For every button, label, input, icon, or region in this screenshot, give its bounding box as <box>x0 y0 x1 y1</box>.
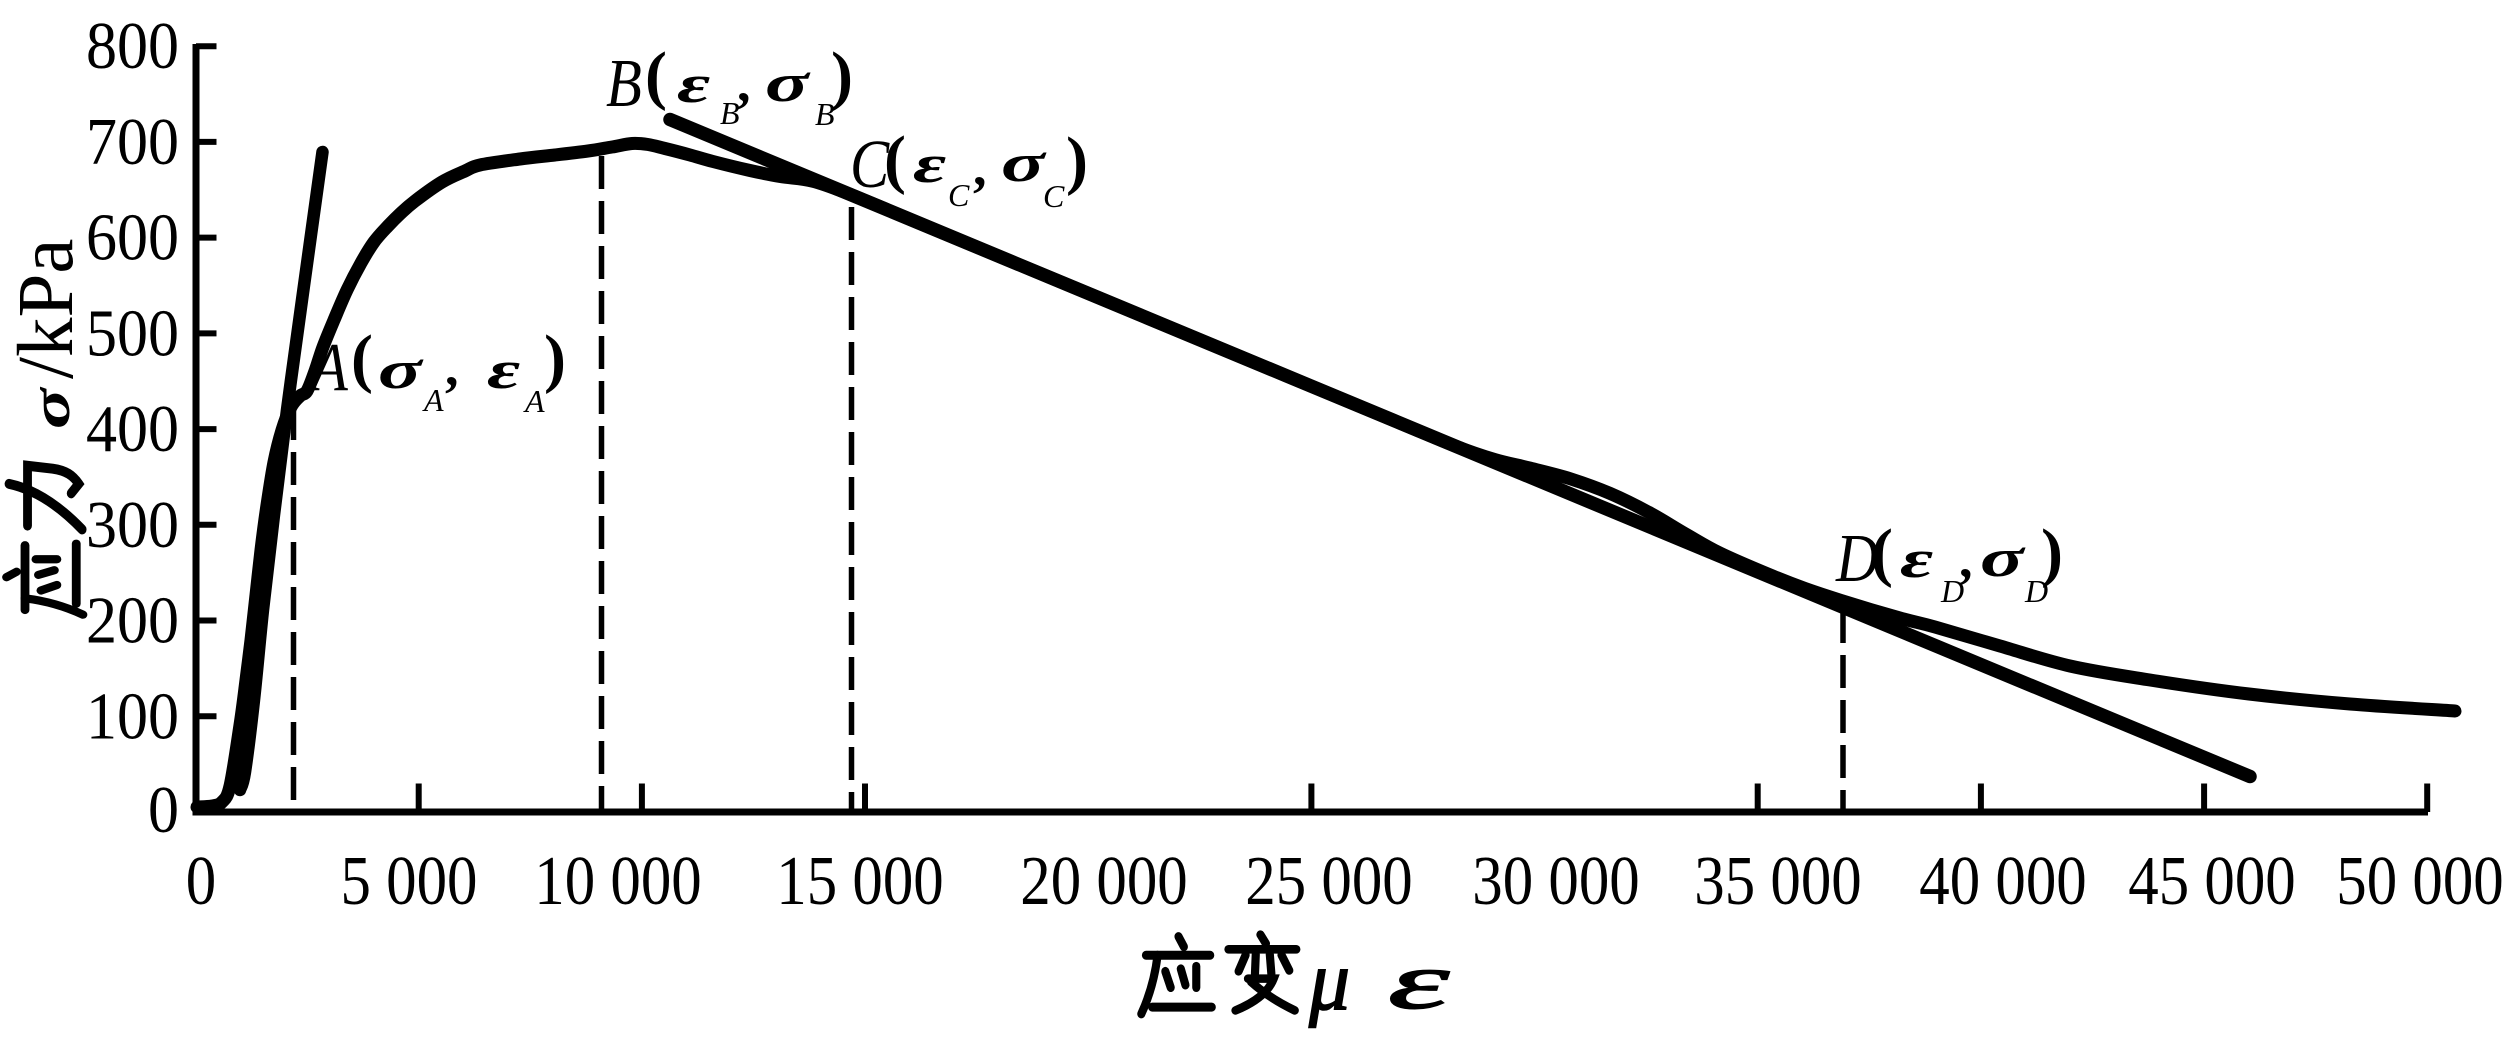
svg-text:45 000: 45 000 <box>2128 843 2295 920</box>
svg-text:500: 500 <box>86 295 179 370</box>
svg-text:5 000: 5 000 <box>340 843 477 920</box>
svg-text:σ: σ <box>1001 133 1047 193</box>
svg-text:(: ( <box>645 39 667 112</box>
svg-text:σ: σ <box>1980 528 2026 588</box>
svg-text:A: A <box>308 329 348 406</box>
svg-text:B: B <box>815 96 835 132</box>
svg-text:,: , <box>445 337 459 397</box>
svg-text:ε: ε <box>913 134 946 194</box>
svg-text:σ: σ <box>765 53 811 113</box>
svg-text:,: , <box>737 53 751 113</box>
svg-text:,: , <box>973 137 987 197</box>
svg-text:): ) <box>2041 516 2063 589</box>
svg-text:(: ( <box>351 322 373 395</box>
svg-text:20 000: 20 000 <box>1020 843 1187 920</box>
svg-text:35 000: 35 000 <box>1694 843 1861 920</box>
svg-text:30 000: 30 000 <box>1472 843 1639 920</box>
svg-text:ε: ε <box>677 54 710 114</box>
svg-text:C: C <box>948 177 970 213</box>
svg-text:μ: μ <box>1308 933 1350 1028</box>
svg-text:300: 300 <box>86 487 179 562</box>
svg-text:400: 400 <box>86 391 179 466</box>
svg-text:B: B <box>606 45 642 122</box>
svg-text:A: A <box>523 383 545 419</box>
svg-text:0: 0 <box>148 772 179 847</box>
svg-text:σ: σ <box>378 340 424 400</box>
svg-text:100: 100 <box>86 678 179 753</box>
svg-text:ε: ε <box>487 340 520 400</box>
svg-text:): ) <box>1066 124 1088 197</box>
svg-text:D: D <box>1835 520 1878 597</box>
svg-text:ε: ε <box>1388 937 1450 1026</box>
svg-text:ε: ε <box>1900 529 1933 589</box>
svg-text:800: 800 <box>86 8 179 83</box>
svg-text:,: , <box>1959 529 1973 589</box>
svg-text:0: 0 <box>186 843 216 920</box>
svg-text:C: C <box>850 126 890 203</box>
svg-text:D: D <box>2024 573 2048 609</box>
svg-text:15 000: 15 000 <box>776 843 943 920</box>
svg-text:25 000: 25 000 <box>1245 843 1412 920</box>
svg-text:/kPa: /kPa <box>3 239 90 379</box>
svg-text:A: A <box>422 382 444 418</box>
svg-text:40 000: 40 000 <box>1919 843 2086 920</box>
svg-text:(: ( <box>884 123 906 196</box>
svg-text:D: D <box>1940 573 1964 609</box>
svg-text:): ) <box>831 39 853 112</box>
svg-text:600: 600 <box>86 199 179 274</box>
svg-text:): ) <box>544 322 566 395</box>
svg-text:700: 700 <box>86 104 179 179</box>
svg-text:σ: σ <box>21 386 82 429</box>
svg-text:10 000: 10 000 <box>534 843 701 920</box>
svg-text:50 000: 50 000 <box>2336 843 2503 920</box>
svg-text:B: B <box>720 95 740 131</box>
svg-text:C: C <box>1043 178 1065 214</box>
svg-text:(: ( <box>1871 516 1893 589</box>
svg-text:200: 200 <box>86 582 179 657</box>
